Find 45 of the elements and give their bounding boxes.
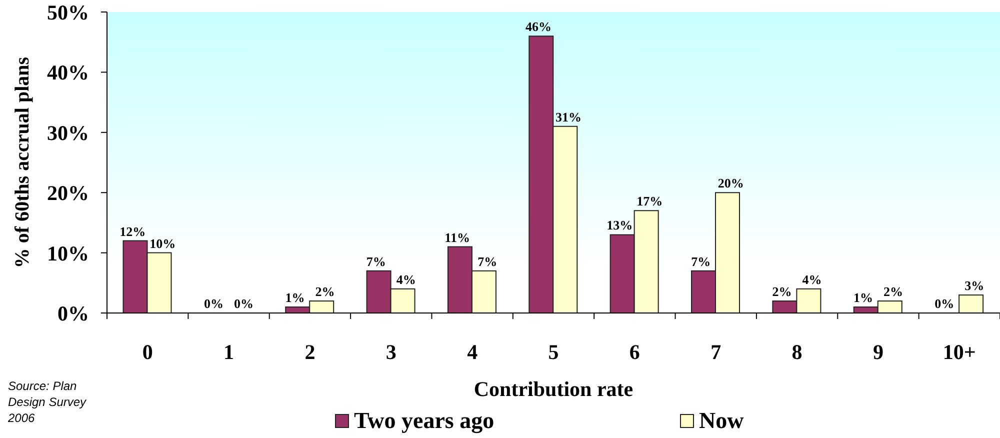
data-label: 7% bbox=[691, 254, 711, 269]
x-tick-label: 4 bbox=[467, 340, 478, 364]
data-label: 1% bbox=[285, 290, 305, 305]
y-tick-label: 10% bbox=[47, 241, 89, 266]
data-label: 13% bbox=[606, 218, 633, 233]
bar bbox=[958, 294, 984, 313]
x-tick-label: 8 bbox=[792, 340, 802, 364]
x-tick-label: 9 bbox=[872, 340, 884, 364]
data-label: 4% bbox=[802, 272, 822, 287]
x-tick-label: 7 bbox=[710, 340, 722, 364]
x-tick-label: 3 bbox=[386, 340, 396, 364]
x-axis-title: Contribution rate bbox=[474, 377, 634, 401]
y-tick-label: 0% bbox=[58, 301, 89, 326]
x-tick-label: 6 bbox=[629, 340, 640, 364]
data-label: 20% bbox=[718, 176, 744, 191]
data-label: 7% bbox=[478, 254, 498, 269]
data-label: 31% bbox=[556, 109, 582, 124]
y-tick-label: 50% bbox=[47, 0, 89, 24]
x-tick-label: 10+ bbox=[942, 340, 976, 364]
data-label: 12% bbox=[120, 224, 146, 239]
data-label: 4% bbox=[396, 272, 416, 287]
legend-label: Two years ago bbox=[354, 408, 494, 434]
data-label: 0% bbox=[934, 296, 954, 311]
y-tick-label: 40% bbox=[47, 60, 89, 85]
source-note: Source: Plan Design Survey 2006 bbox=[8, 378, 88, 426]
y-tick-label: 20% bbox=[47, 181, 89, 206]
data-label: 2% bbox=[883, 284, 903, 299]
x-tick-label: 5 bbox=[548, 340, 559, 364]
x-tick-label: 1 bbox=[224, 340, 234, 364]
data-label: 2% bbox=[772, 284, 792, 299]
data-label: 10% bbox=[150, 236, 176, 251]
y-tick-label: 30% bbox=[47, 120, 89, 145]
data-label: 0% bbox=[204, 296, 224, 311]
x-tick-label: 0 bbox=[142, 340, 153, 364]
data-label: 0% bbox=[234, 296, 254, 311]
legend-label: Now bbox=[699, 408, 744, 434]
data-label: 1% bbox=[853, 290, 873, 305]
x-tick-label: 2 bbox=[304, 340, 316, 364]
data-label: 11% bbox=[444, 230, 470, 245]
data-label: 2% bbox=[315, 284, 335, 299]
data-label: 17% bbox=[636, 194, 663, 209]
data-label: 7% bbox=[366, 254, 386, 269]
data-label: 3% bbox=[964, 278, 984, 293]
data-label: 46% bbox=[526, 19, 552, 34]
y-axis-title: % of 60ths accrual plans bbox=[12, 56, 34, 268]
